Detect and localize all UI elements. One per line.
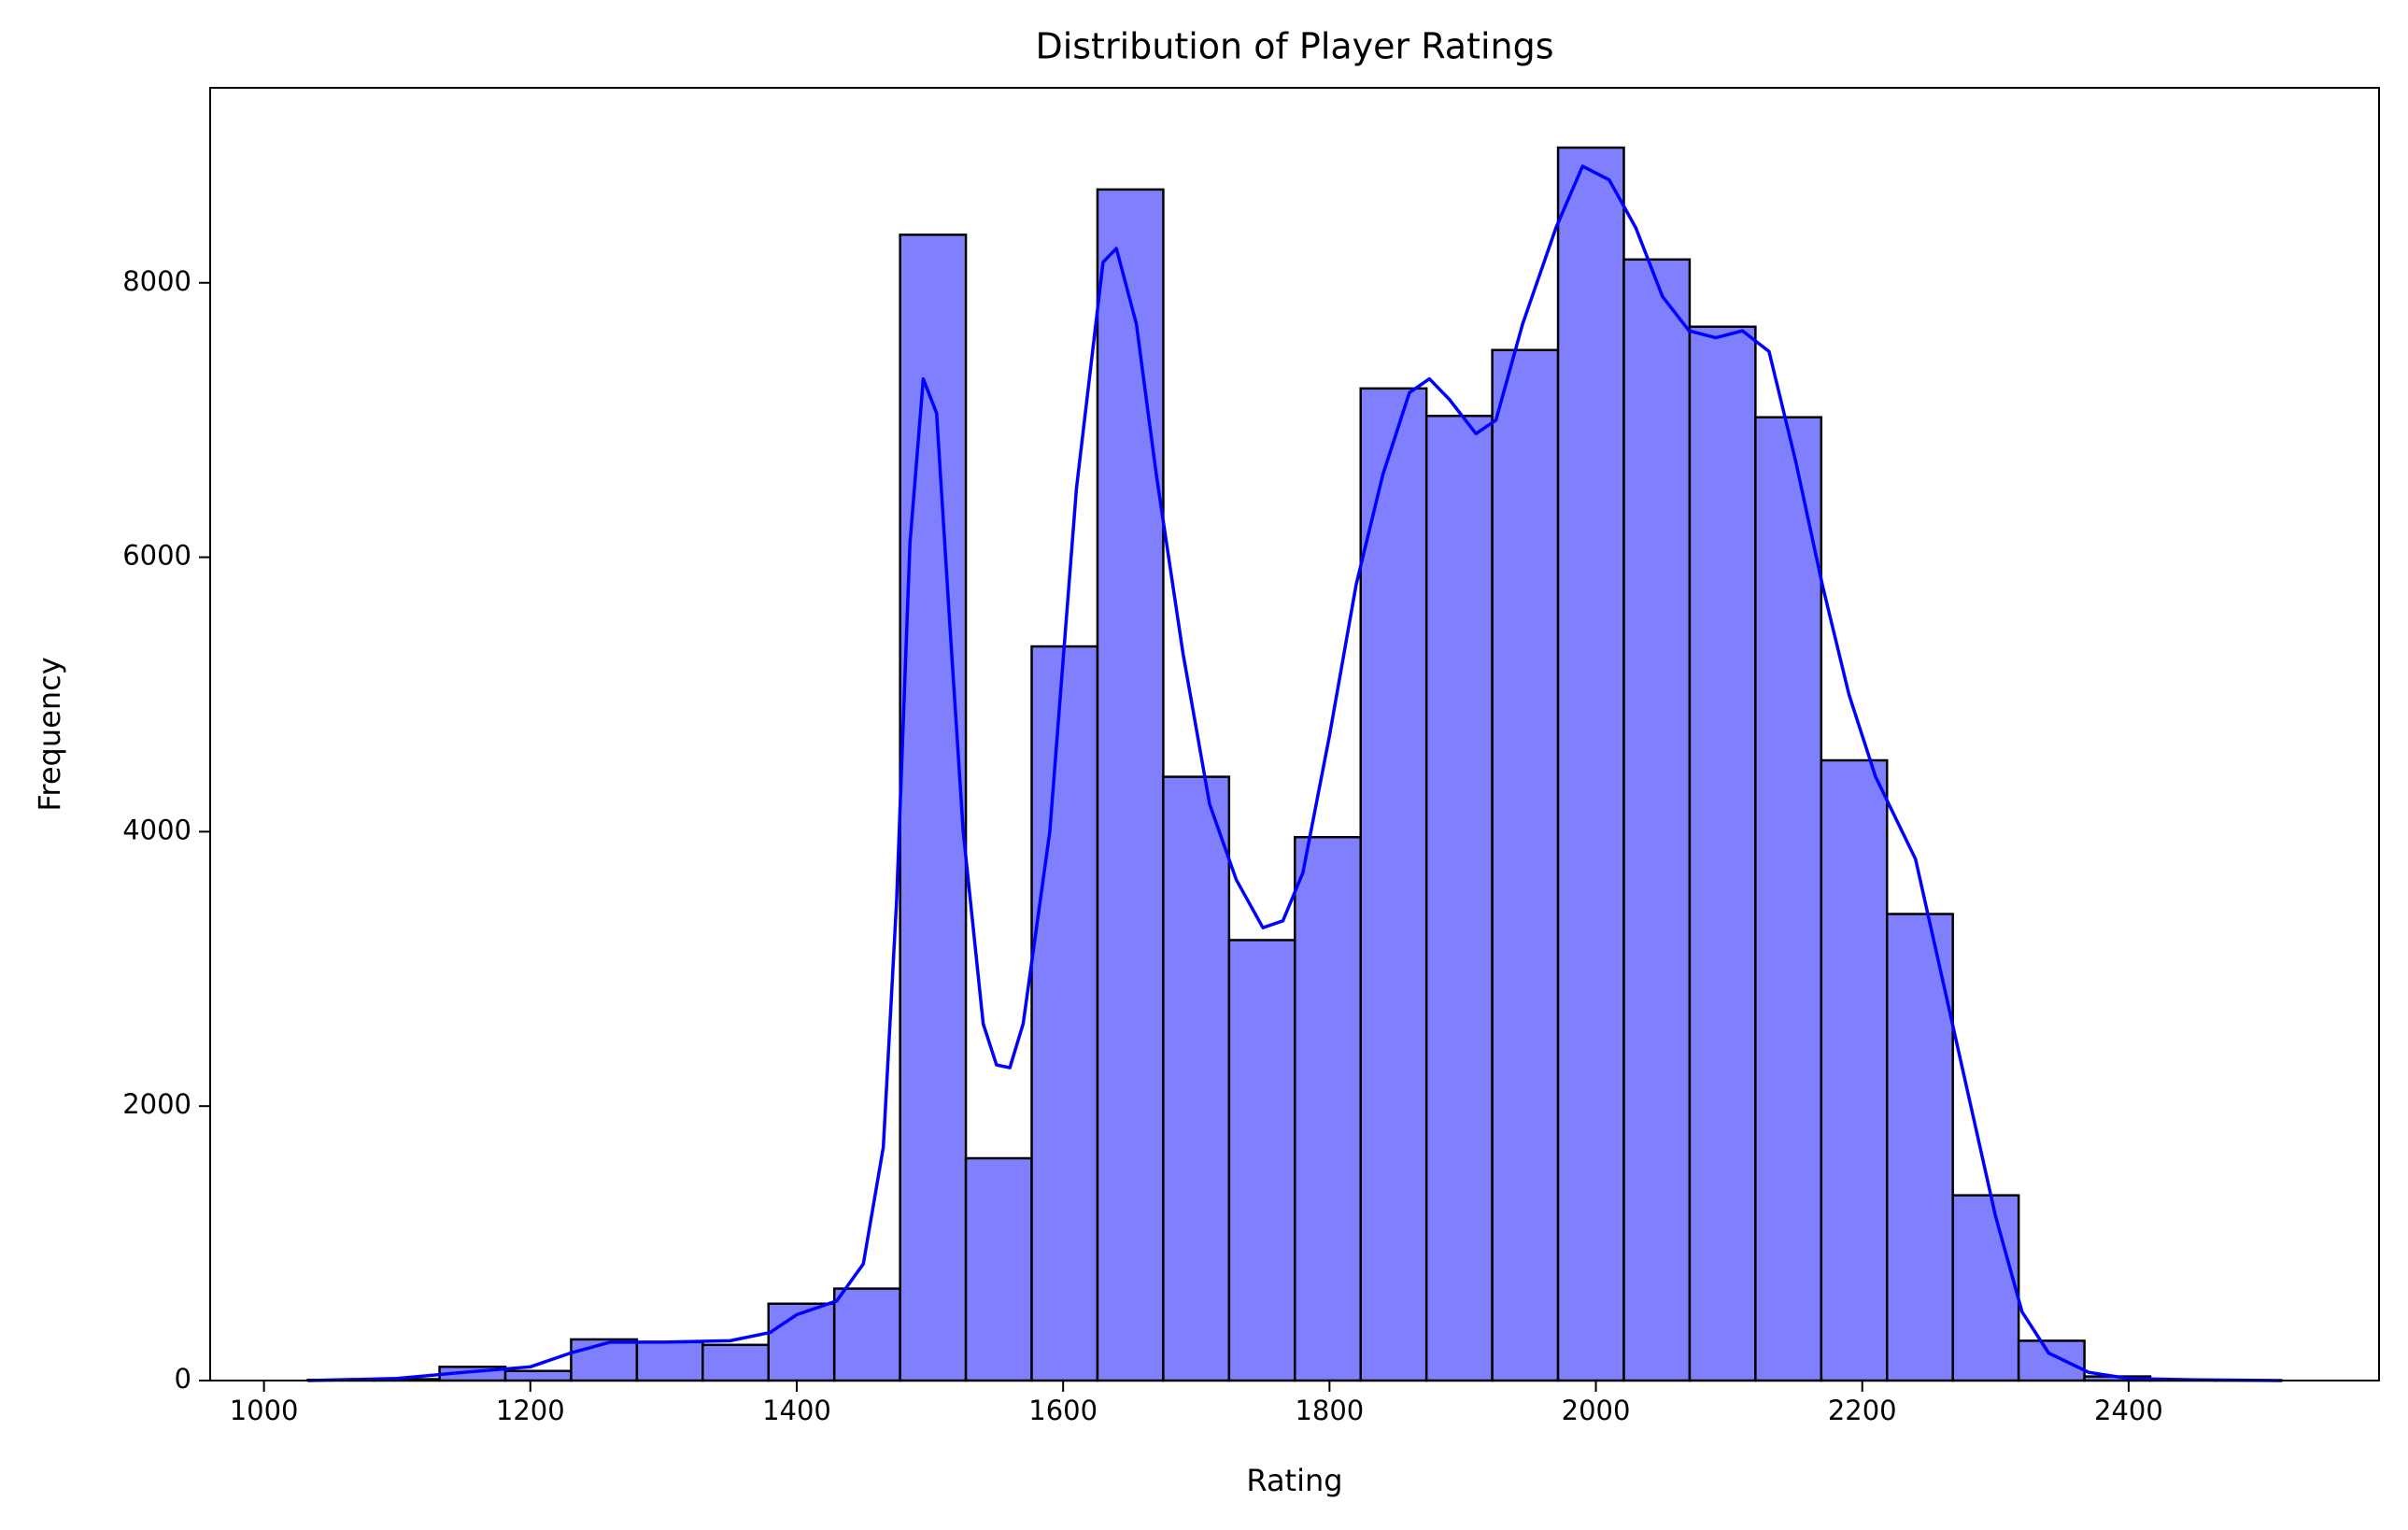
bar [635,1340,704,1382]
y-tick-label: 6000 [122,540,191,572]
x-tick-label: 1000 [230,1395,299,1426]
bar [1688,325,1757,1382]
chart-title: Distribution of Player Ratings [1035,26,1553,67]
bar [767,1302,836,1382]
x-tick-label: 1600 [1028,1395,1098,1426]
bar [1030,645,1099,1382]
kde-line [307,164,2282,1382]
x-axis-label: Rating [1246,1463,1342,1498]
bar [1096,188,1165,1382]
x-tick-label: 2000 [1562,1395,1631,1426]
bar [1359,387,1428,1382]
bar [899,234,968,1382]
bar [701,1343,771,1382]
bar [832,1287,901,1382]
x-tick-label: 2400 [2094,1395,2163,1426]
bar [1820,758,1889,1382]
y-tick-label: 2000 [122,1088,191,1120]
bar [570,1338,639,1382]
x-tick-label: 1200 [496,1395,565,1426]
x-tick-label: 1400 [762,1395,831,1426]
y-tick-label: 4000 [122,814,191,845]
x-tick-label: 2200 [1828,1395,1897,1426]
bar [2017,1339,2086,1382]
bar [1556,146,1625,1382]
bar [503,1369,573,1382]
y-tick-label: 0 [175,1363,191,1395]
plot-frame [209,87,2380,1381]
bar [1491,348,1560,1382]
x-tick-label: 1800 [1295,1395,1364,1426]
bar [1886,913,1954,1382]
bar [1622,258,1692,1382]
bar [1951,1194,2020,1382]
bar [1162,775,1231,1382]
bar [1227,939,1296,1382]
y-tick-label: 8000 [122,265,191,297]
y-axis-label: Frequency [32,657,67,811]
bar [1294,836,1362,1382]
bar [964,1156,1033,1382]
bar [1754,416,1823,1382]
bar [1424,415,1494,1382]
